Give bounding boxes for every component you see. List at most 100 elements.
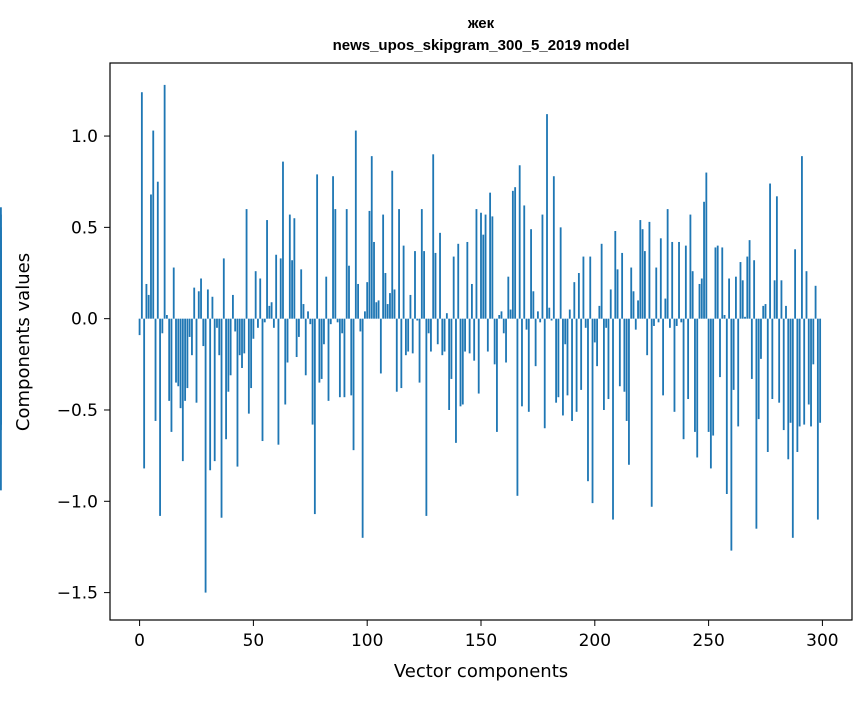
bar-280 xyxy=(776,196,778,318)
bar-230 xyxy=(662,319,664,396)
bar-183 xyxy=(555,319,557,403)
x-tick-label: 300 xyxy=(806,631,838,651)
bar-235 xyxy=(674,319,676,412)
bar-295 xyxy=(810,319,812,427)
x-tick-label: 150 xyxy=(465,631,497,651)
bar-128 xyxy=(430,319,432,352)
y-tick-label: −1.0 xyxy=(57,492,98,512)
bar-246 xyxy=(699,284,701,319)
y-tick-label: 1.0 xyxy=(71,127,98,147)
bar-23 xyxy=(191,319,193,356)
bar-108 xyxy=(384,273,386,319)
bar-162 xyxy=(507,277,509,319)
bar-110 xyxy=(389,293,391,319)
bar-170 xyxy=(526,319,528,330)
bar-189 xyxy=(569,310,571,319)
x-tick-label: 0 xyxy=(134,631,145,651)
bar-153 xyxy=(487,319,489,352)
bar-139 xyxy=(455,319,457,443)
bar-105 xyxy=(378,300,380,318)
bar-44 xyxy=(239,319,241,356)
bar-160 xyxy=(503,319,505,334)
bar-277 xyxy=(769,184,771,319)
bar-229 xyxy=(660,238,662,318)
bar-84 xyxy=(330,319,332,324)
bar-undefined xyxy=(0,319,2,430)
bar-287 xyxy=(792,319,794,538)
bar-215 xyxy=(628,319,630,465)
bar-119 xyxy=(410,295,412,319)
bar-257 xyxy=(724,315,726,319)
bar-202 xyxy=(598,306,600,319)
bar-290 xyxy=(799,319,801,427)
bar-51 xyxy=(255,271,257,318)
bar-267 xyxy=(746,257,748,319)
bar-297 xyxy=(815,286,817,319)
bar-261 xyxy=(733,319,735,390)
bar-65 xyxy=(287,319,289,363)
bar-256 xyxy=(721,247,723,318)
bar-96 xyxy=(357,284,359,319)
bar-239 xyxy=(683,319,685,440)
bar-151 xyxy=(482,235,484,319)
bar-271 xyxy=(755,319,757,529)
bar-258 xyxy=(726,319,728,494)
bar-294 xyxy=(808,319,810,405)
bar-71 xyxy=(300,269,302,318)
bar-58 xyxy=(271,302,273,318)
bar-263 xyxy=(737,319,739,427)
bar-107 xyxy=(382,215,384,319)
bar-1 xyxy=(141,92,143,318)
bar-67 xyxy=(291,260,293,318)
x-tick-label: 100 xyxy=(351,631,383,651)
bar-284 xyxy=(785,306,787,319)
bar-40 xyxy=(230,319,232,376)
bar-208 xyxy=(612,319,614,520)
bar-46 xyxy=(243,319,245,354)
bar-82 xyxy=(325,277,327,319)
bar-38 xyxy=(225,319,227,440)
bar-157 xyxy=(496,319,498,432)
bar-231 xyxy=(664,299,666,319)
bar-276 xyxy=(767,319,769,452)
bar-266 xyxy=(744,317,746,319)
bar-272 xyxy=(758,319,760,419)
bar-249 xyxy=(705,173,707,319)
bar-171 xyxy=(528,319,530,412)
bar-97 xyxy=(359,319,361,332)
bar-274 xyxy=(762,306,764,319)
bar-94 xyxy=(353,319,355,450)
bar-2 xyxy=(143,319,145,469)
bar-114 xyxy=(398,209,400,319)
y-tick-label: 0.5 xyxy=(71,218,98,238)
bar-129 xyxy=(432,154,434,318)
bar-76 xyxy=(312,319,314,425)
bar-254 xyxy=(717,246,719,319)
bar-37 xyxy=(223,258,225,318)
bar-216 xyxy=(630,268,632,319)
bar-262 xyxy=(735,277,737,319)
bar-241 xyxy=(687,319,689,399)
bar-176 xyxy=(539,319,541,323)
bar-292 xyxy=(803,319,805,425)
bar-182 xyxy=(553,176,555,318)
bar-24 xyxy=(193,288,195,319)
bar-22 xyxy=(189,319,191,337)
bar-252 xyxy=(712,319,714,436)
bar-165 xyxy=(514,187,516,318)
bar-33 xyxy=(214,319,216,461)
bar-99 xyxy=(364,311,366,318)
bar-7 xyxy=(155,319,157,421)
bar-193 xyxy=(578,273,580,319)
bar-15 xyxy=(173,268,175,319)
bar-251 xyxy=(710,319,712,469)
bar-78 xyxy=(316,174,318,318)
bar-123 xyxy=(419,319,421,383)
bar-136 xyxy=(448,319,450,410)
bar-120 xyxy=(412,319,414,354)
bar-233 xyxy=(669,319,671,328)
bar-196 xyxy=(585,319,587,328)
bar-48 xyxy=(248,319,250,414)
bar-134 xyxy=(444,319,446,352)
bar-68 xyxy=(293,218,295,318)
